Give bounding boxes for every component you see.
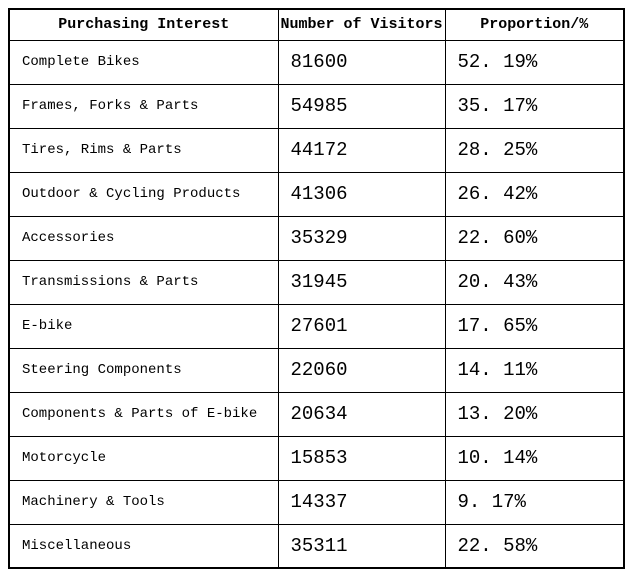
table-row: Complete Bikes 81600 52. 19% [8, 39, 625, 85]
cell-visitors: 41306 [277, 171, 446, 217]
cell-visitors: 31945 [277, 259, 446, 305]
cell-proportion: 14. 11% [444, 347, 625, 393]
cell-proportion: 10. 14% [444, 435, 625, 481]
cell-interest: Complete Bikes [8, 39, 279, 85]
table-row: Machinery & Tools 14337 9. 17% [8, 479, 625, 525]
cell-interest: Tires, Rims & Parts [8, 127, 279, 173]
table-row: Components & Parts of E-bike 20634 13. 2… [8, 391, 625, 437]
table-row: Miscellaneous 35311 22. 58% [8, 523, 625, 569]
table-row: Tires, Rims & Parts 44172 28. 25% [8, 127, 625, 173]
cell-interest: Miscellaneous [8, 523, 279, 569]
cell-interest: Motorcycle [8, 435, 279, 481]
cell-visitors: 27601 [277, 303, 446, 349]
cell-proportion: 13. 20% [444, 391, 625, 437]
cell-visitors: 20634 [277, 391, 446, 437]
table-header: Purchasing Interest Number of Visitors P… [8, 8, 625, 41]
cell-proportion: 22. 60% [444, 215, 625, 261]
cell-visitors: 81600 [277, 39, 446, 85]
cell-interest: E-bike [8, 303, 279, 349]
cell-visitors: 22060 [277, 347, 446, 393]
cell-interest: Accessories [8, 215, 279, 261]
cell-interest: Transmissions & Parts [8, 259, 279, 305]
table-row: Outdoor & Cycling Products 41306 26. 42% [8, 171, 625, 217]
cell-visitors: 14337 [277, 479, 446, 525]
cell-proportion: 9. 17% [444, 479, 625, 525]
cell-proportion: 17. 65% [444, 303, 625, 349]
cell-proportion: 28. 25% [444, 127, 625, 173]
cell-interest: Components & Parts of E-bike [8, 391, 279, 437]
cell-visitors: 44172 [277, 127, 446, 173]
cell-visitors: 15853 [277, 435, 446, 481]
cell-proportion: 35. 17% [444, 83, 625, 129]
table-row: Frames, Forks & Parts 54985 35. 17% [8, 83, 625, 129]
cell-visitors: 35311 [277, 523, 446, 569]
header-row: Purchasing Interest Number of Visitors P… [8, 8, 625, 41]
cell-proportion: 22. 58% [444, 523, 625, 569]
table-body: Complete Bikes 81600 52. 19% Frames, For… [8, 39, 625, 569]
cell-interest: Frames, Forks & Parts [8, 83, 279, 129]
purchasing-interest-table: Purchasing Interest Number of Visitors P… [8, 8, 625, 569]
table-row: Steering Components 22060 14. 11% [8, 347, 625, 393]
column-header-proportion: Proportion/% [444, 8, 625, 41]
cell-interest: Steering Components [8, 347, 279, 393]
cell-interest: Machinery & Tools [8, 479, 279, 525]
cell-proportion: 26. 42% [444, 171, 625, 217]
table-row: E-bike 27601 17. 65% [8, 303, 625, 349]
table-row: Motorcycle 15853 10. 14% [8, 435, 625, 481]
cell-proportion: 20. 43% [444, 259, 625, 305]
cell-interest: Outdoor & Cycling Products [8, 171, 279, 217]
cell-visitors: 54985 [277, 83, 446, 129]
cell-visitors: 35329 [277, 215, 446, 261]
cell-proportion: 52. 19% [444, 39, 625, 85]
table-row: Transmissions & Parts 31945 20. 43% [8, 259, 625, 305]
column-header-number-of-visitors: Number of Visitors [277, 8, 446, 41]
column-header-purchasing-interest: Purchasing Interest [8, 8, 279, 41]
table-row: Accessories 35329 22. 60% [8, 215, 625, 261]
